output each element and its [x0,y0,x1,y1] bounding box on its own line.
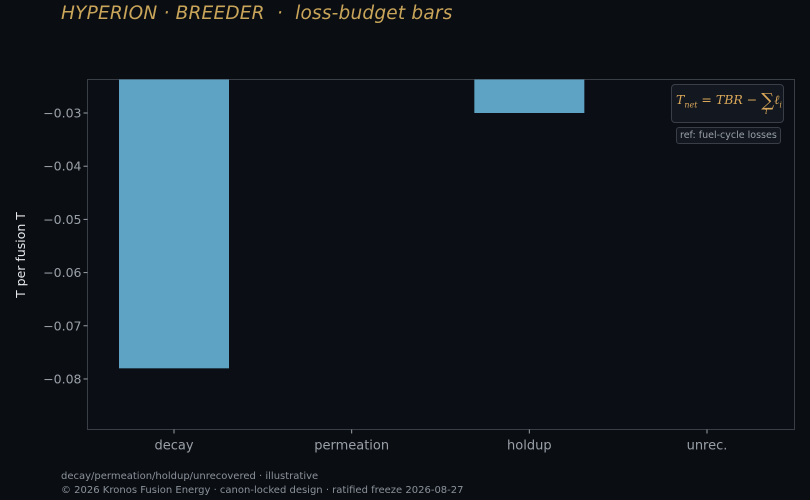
bars-group [119,79,585,369]
y-tick-label: −0.08 [43,371,81,386]
formula-lhs-sub: net [684,100,698,110]
sigma-subscript: i [765,107,768,116]
formula-lhs: T [676,92,685,107]
y-axis-ticks: −0.03 −0.04 −0.05 −0.06 −0.07 −0.08 [43,106,88,386]
formula-term: ℓ [774,92,780,107]
net-tritium-formula: Tnet = TBR − ∑ℓi i [676,88,782,116]
formula-rhs: = TBR − [697,92,762,107]
formula-term-sub: i [779,100,782,110]
y-tick-label: −0.05 [43,212,81,227]
bar-decay [119,79,229,369]
x-tick-label: permeation [314,439,389,454]
y-tick-label: −0.06 [43,265,81,280]
x-tick-label: decay [154,439,193,454]
y-tick-label: −0.03 [43,106,81,121]
reference-badge: ref: fuel-cycle losses [676,127,781,144]
sigma-symbol: ∑ [761,90,775,111]
footer-note: decay/permeation/holdup/unrecovered · il… [61,471,319,482]
y-axis-label: T per fusion T [13,212,28,299]
x-tick-label: holdup [507,439,552,454]
y-tick-label: −0.04 [43,159,81,174]
chart-title: HYPERION · BREEDER · loss-budget bars [61,3,453,24]
x-tick-label: unrec. [687,439,728,454]
footer-copyright: © 2026 Kronos Fusion Energy · canon-lock… [61,485,464,496]
y-tick-label: −0.07 [43,318,81,333]
bar-holdup [474,79,585,114]
x-axis-ticks: decay permeation holdup unrec. [154,429,728,454]
formula-box [671,84,784,123]
